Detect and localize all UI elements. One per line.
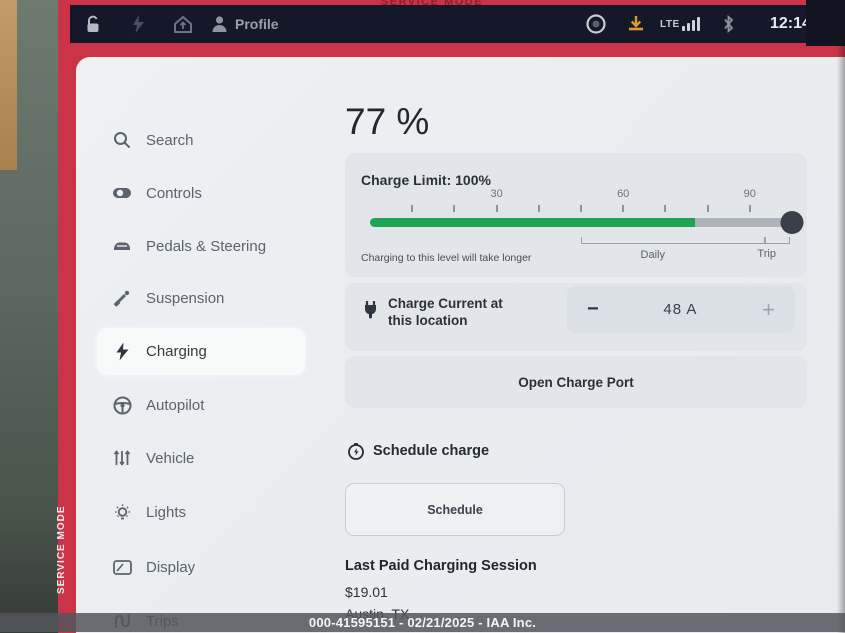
sentry-bolt-icon[interactable]	[130, 5, 146, 43]
sidebar-item-suspension[interactable]: Suspension	[97, 281, 327, 315]
steering-wheel-icon	[112, 395, 132, 415]
watermark-text: 000-41595151 - 02/21/2025 - IAA Inc.	[308, 615, 537, 630]
status-bar: Profile LTE 12:14 pm	[70, 5, 845, 43]
sidebar-label: Search	[146, 131, 194, 149]
sidebar-label: Pedals & Steering	[146, 237, 267, 255]
sidebar-label: Lights	[146, 503, 187, 521]
last-session-amount: $19.01	[345, 584, 388, 600]
open-charge-port-label: Open Charge Port	[518, 374, 634, 390]
schedule-clock-icon	[347, 442, 365, 460]
sidebar-item-vehicle[interactable]: Vehicle	[97, 441, 327, 475]
unlock-icon[interactable]	[84, 5, 103, 43]
sidebar-label: Display	[146, 558, 196, 576]
last-session-title: Last Paid Charging Session	[345, 558, 537, 574]
background-corner	[806, 0, 845, 46]
sidebar-label: Autopilot	[146, 396, 205, 414]
charge-current-stepper: − 48 A +	[567, 286, 795, 333]
open-charge-port-button[interactable]: Open Charge Port	[345, 356, 807, 408]
signal-bars-icon	[681, 17, 700, 31]
range-trip-label: Trip	[757, 248, 776, 260]
range-bracket	[581, 237, 790, 244]
charge-current-card: Charge Current at this location − 48 A +	[345, 283, 807, 351]
software-update-icon[interactable]	[626, 5, 646, 43]
sidebar-label: Vehicle	[146, 449, 195, 467]
schedule-charge-label: Schedule charge	[373, 443, 490, 459]
background-wood	[0, 0, 17, 170]
sidebar-item-search[interactable]: Search	[97, 123, 327, 157]
sidebar-label: Suspension	[146, 289, 225, 307]
schedule-charge-header: Schedule charge	[347, 442, 489, 460]
sidebar-item-charging[interactable]: Charging	[97, 328, 305, 375]
sidebar-item-lights[interactable]: Lights	[97, 495, 327, 529]
profile-icon	[211, 15, 228, 33]
watermark-bar: 000-41595151 - 02/21/2025 - IAA Inc.	[0, 613, 845, 632]
sidebar-item-controls[interactable]: Controls	[97, 176, 327, 210]
profile-label: Profile	[235, 16, 279, 32]
sidebar-label: Charging	[146, 343, 207, 360]
charge-limit-card: Charge Limit: 100% 30 60 90 Daily Trip Cha…	[345, 153, 807, 277]
sidebar-item-autopilot[interactable]: Autopilot	[97, 388, 327, 422]
charging-page: Search Controls Pedals & Steering Suspen…	[76, 57, 845, 633]
range-daily-label: Daily	[640, 249, 665, 261]
service-mode-side-label: SERVICE MODE	[56, 505, 67, 595]
plug-icon	[362, 300, 379, 320]
dashcam-icon[interactable]	[585, 5, 607, 43]
toggle-icon	[112, 183, 132, 203]
charge-limit-slider[interactable]	[370, 211, 804, 234]
battery-percent: 77 %	[345, 101, 430, 142]
charge-limit-title: Charge Limit: 100%	[361, 172, 491, 188]
charge-limit-thumb[interactable]	[780, 211, 804, 234]
cellular-status: LTE	[660, 5, 700, 43]
car-icon	[112, 236, 132, 256]
lte-label: LTE	[660, 18, 680, 30]
search-icon	[112, 130, 132, 150]
schedule-button-label: Schedule	[427, 502, 483, 517]
decrease-current-button[interactable]: −	[587, 298, 599, 320]
bolt-icon	[112, 342, 132, 362]
increase-current-button[interactable]: +	[762, 296, 775, 322]
tick-row	[370, 205, 792, 213]
profile-button[interactable]: Profile	[211, 5, 279, 43]
schedule-button[interactable]: Schedule	[345, 483, 565, 536]
sidebar-item-display[interactable]: Display	[97, 550, 327, 584]
tick-labels: 30 60 90	[490, 188, 756, 200]
service-mode-top-label: SERVICE MODE	[380, 0, 484, 8]
light-icon	[112, 502, 132, 522]
homelink-icon[interactable]	[173, 5, 193, 43]
charge-current-value: 48 A	[663, 301, 698, 318]
charge-current-label: Charge Current at this location	[388, 296, 503, 328]
edge-shadow	[837, 0, 845, 633]
sliders-icon	[112, 448, 132, 468]
sidebar-item-pedals-steering[interactable]: Pedals & Steering	[97, 229, 327, 263]
charge-fill	[370, 218, 695, 227]
suspension-icon	[112, 288, 132, 308]
display-icon	[112, 557, 132, 577]
charge-limit-warning: Charging to this level will take longer	[361, 252, 532, 264]
sidebar-label: Controls	[146, 184, 202, 202]
bluetooth-icon[interactable]	[722, 5, 735, 43]
